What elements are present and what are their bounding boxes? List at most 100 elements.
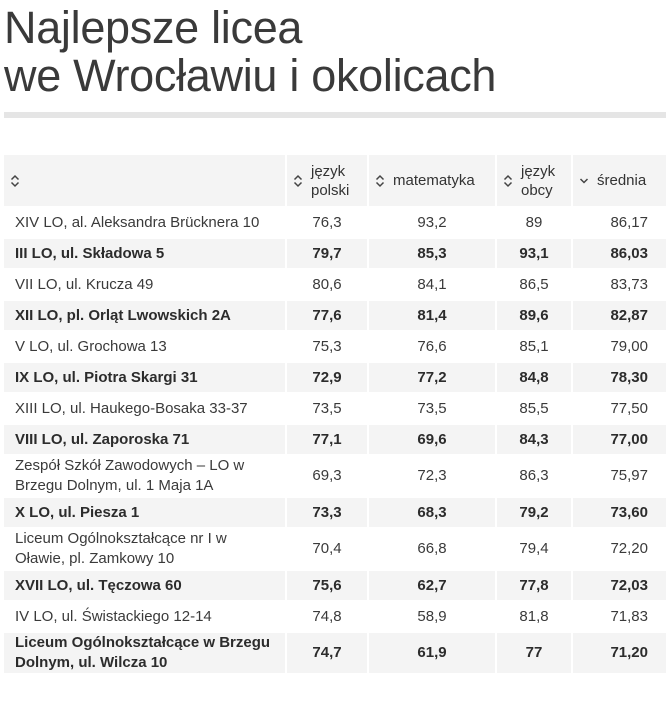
table-row: IV LO, ul. Świstackiego 12-14 74,8 58,9 … <box>4 600 666 632</box>
table-header-row: język polski matematyka język obcy <box>4 155 666 207</box>
table-row: XVII LO, ul. Tęczowa 60 75,6 62,7 77,8 7… <box>4 569 666 601</box>
cell-obcy: 89,6 <box>496 299 573 331</box>
cell-srednia: 83,73 <box>572 268 666 300</box>
cell-obcy: 86,3 <box>496 454 573 497</box>
cell-school-name: III LO, ul. Składowa 5 <box>4 237 287 269</box>
cell-srednia: 78,30 <box>572 361 666 393</box>
table-row: VIII LO, ul. Zaporoska 71 77,1 69,6 84,3… <box>4 423 666 455</box>
column-header-matematyka[interactable]: matematyka <box>368 155 497 207</box>
cell-obcy: 79,2 <box>496 496 573 528</box>
table-row: III LO, ul. Składowa 5 79,7 85,3 93,1 86… <box>4 237 666 269</box>
cell-matematyka: 77,2 <box>368 361 497 393</box>
sort-both-icon[interactable] <box>293 174 305 188</box>
cell-school-name: IV LO, ul. Świstackiego 12-14 <box>4 600 287 632</box>
cell-matematyka: 68,3 <box>368 496 497 528</box>
cell-matematyka: 81,4 <box>368 299 497 331</box>
cell-polski: 75,6 <box>286 569 369 601</box>
cell-matematyka: 84,1 <box>368 268 497 300</box>
cell-school-name: XVII LO, ul. Tęczowa 60 <box>4 569 287 601</box>
cell-school-name: VII LO, ul. Krucza 49 <box>4 268 287 300</box>
page-title: Najlepsze licea we Wrocławiu i okolicach <box>4 4 496 100</box>
cell-obcy: 79,4 <box>496 527 573 570</box>
cell-school-name: V LO, ul. Grochowa 13 <box>4 330 287 362</box>
cell-obcy: 84,8 <box>496 361 573 393</box>
cell-school-name: VIII LO, ul. Zaporoska 71 <box>4 423 287 455</box>
sort-both-icon[interactable] <box>375 174 387 188</box>
column-header-label: język polski <box>311 162 350 199</box>
cell-polski: 75,3 <box>286 330 369 362</box>
cell-matematyka: 72,3 <box>368 454 497 497</box>
table-row: V LO, ul. Grochowa 13 75,3 76,6 85,1 79,… <box>4 330 666 362</box>
column-header-polski[interactable]: język polski <box>286 155 369 207</box>
cell-srednia: 72,03 <box>572 569 666 601</box>
cell-obcy: 86,5 <box>496 268 573 300</box>
cell-obcy: 77,8 <box>496 569 573 601</box>
sort-both-icon[interactable] <box>10 174 22 188</box>
cell-school-name: Liceum Ogólnokształcące nr I w Oławie, p… <box>4 527 287 570</box>
table-row: Zespół Szkół Zawodowych – LO w Brzegu Do… <box>4 454 666 497</box>
cell-matematyka: 69,6 <box>368 423 497 455</box>
column-header-label: język obcy <box>521 162 556 199</box>
sort-desc-icon[interactable] <box>579 174 591 188</box>
cell-srednia: 77,00 <box>572 423 666 455</box>
cell-matematyka: 76,6 <box>368 330 497 362</box>
cell-obcy: 77 <box>496 631 573 673</box>
cell-srednia: 86,03 <box>572 237 666 269</box>
cell-school-name: XII LO, pl. Orląt Lwowskich 2A <box>4 299 287 331</box>
cell-srednia: 71,83 <box>572 600 666 632</box>
cell-school-name: X LO, ul. Piesza 1 <box>4 496 287 528</box>
column-header-obcy[interactable]: język obcy <box>496 155 573 207</box>
table-row: XIV LO, al. Aleksandra Brücknera 10 76,3… <box>4 206 666 238</box>
cell-obcy: 85,5 <box>496 392 573 424</box>
cell-polski: 73,5 <box>286 392 369 424</box>
cell-srednia: 73,60 <box>572 496 666 528</box>
table-row: XIII LO, ul. Haukego-Bosaka 33-37 73,5 7… <box>4 392 666 424</box>
column-header-srednia[interactable]: średnia <box>572 155 666 207</box>
cell-polski: 69,3 <box>286 454 369 497</box>
cell-matematyka: 61,9 <box>368 631 497 673</box>
cell-polski: 80,6 <box>286 268 369 300</box>
cell-polski: 74,7 <box>286 631 369 673</box>
page-title-line-2: we Wrocławiu i okolicach <box>4 50 497 101</box>
title-divider <box>4 112 666 118</box>
column-header-label: średnia <box>597 172 647 189</box>
cell-polski: 77,1 <box>286 423 369 455</box>
cell-matematyka: 85,3 <box>368 237 497 269</box>
cell-polski: 76,3 <box>286 206 369 238</box>
cell-matematyka: 66,8 <box>368 527 497 570</box>
cell-srednia: 82,87 <box>572 299 666 331</box>
table-row: XII LO, pl. Orląt Lwowskich 2A 77,6 81,4… <box>4 299 666 331</box>
table-row: IX LO, ul. Piotra Skargi 31 72,9 77,2 84… <box>4 361 666 393</box>
table-row: Liceum Ogólnokształcące nr I w Oławie, p… <box>4 527 666 570</box>
cell-school-name: Zespół Szkół Zawodowych – LO w Brzegu Do… <box>4 454 287 497</box>
cell-srednia: 72,20 <box>572 527 666 570</box>
cell-polski: 74,8 <box>286 600 369 632</box>
cell-srednia: 71,20 <box>572 631 666 673</box>
cell-polski: 79,7 <box>286 237 369 269</box>
cell-school-name: IX LO, ul. Piotra Skargi 31 <box>4 361 287 393</box>
cell-srednia: 79,00 <box>572 330 666 362</box>
cell-school-name: XIV LO, al. Aleksandra Brücknera 10 <box>4 206 287 238</box>
table-row: X LO, ul. Piesza 1 73,3 68,3 79,2 73,60 <box>4 496 666 528</box>
cell-obcy: 84,3 <box>496 423 573 455</box>
cell-polski: 73,3 <box>286 496 369 528</box>
cell-srednia: 77,50 <box>572 392 666 424</box>
cell-polski: 70,4 <box>286 527 369 570</box>
cell-matematyka: 73,5 <box>368 392 497 424</box>
sort-both-icon[interactable] <box>503 174 515 188</box>
column-header-name[interactable] <box>4 155 287 207</box>
table-row: Liceum Ogólnokształcące w Brzegu Dolnym,… <box>4 631 666 673</box>
cell-matematyka: 93,2 <box>368 206 497 238</box>
cell-srednia: 75,97 <box>572 454 666 497</box>
cell-obcy: 85,1 <box>496 330 573 362</box>
page-title-line-1: Najlepsze licea <box>4 2 303 53</box>
table-row: VII LO, ul. Krucza 49 80,6 84,1 86,5 83,… <box>4 268 666 300</box>
cell-obcy: 81,8 <box>496 600 573 632</box>
schools-table: język polski matematyka język obcy <box>4 155 666 673</box>
column-header-label: matematyka <box>393 172 475 189</box>
cell-school-name: XIII LO, ul. Haukego-Bosaka 33-37 <box>4 392 287 424</box>
cell-matematyka: 62,7 <box>368 569 497 601</box>
cell-school-name: Liceum Ogólnokształcące w Brzegu Dolnym,… <box>4 631 287 673</box>
cell-matematyka: 58,9 <box>368 600 497 632</box>
cell-polski: 72,9 <box>286 361 369 393</box>
